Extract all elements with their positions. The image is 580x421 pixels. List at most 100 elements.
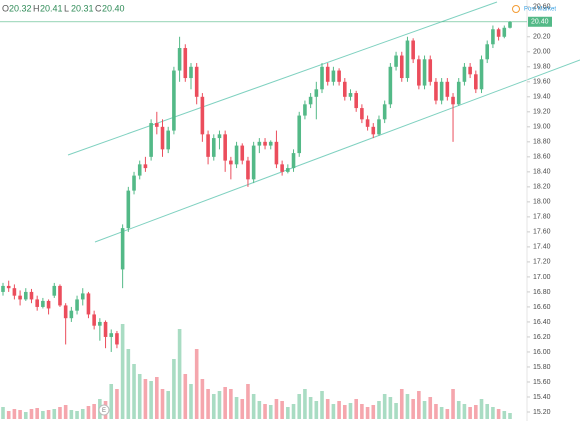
y-tick-label: 19.20 <box>533 109 551 116</box>
candle-body <box>23 291 28 300</box>
volume-bar <box>137 374 142 419</box>
legend-key: O <box>2 3 9 13</box>
volume-bar <box>502 411 507 419</box>
volume-bar <box>263 404 267 419</box>
volume-bar <box>286 407 290 419</box>
candle-body <box>177 48 182 71</box>
candle-body <box>149 123 153 157</box>
volume-bar <box>23 412 28 419</box>
volume-bar <box>1 407 5 419</box>
volume-bar <box>257 401 262 419</box>
legend-value: 20.41 <box>40 3 63 13</box>
earnings-marker: E <box>102 408 106 414</box>
price-tag: 20.40 <box>531 19 549 26</box>
candle-body <box>126 190 131 229</box>
candle-body <box>303 104 307 116</box>
volume-bar <box>268 405 273 419</box>
volume-bar <box>251 394 256 419</box>
candle-body <box>325 66 330 82</box>
volume-bar <box>303 389 307 419</box>
volume-bar <box>86 406 91 419</box>
candle-body <box>314 89 319 97</box>
volume-bar <box>223 387 227 419</box>
volume-bar <box>194 349 199 419</box>
volume-bar <box>479 399 484 419</box>
y-tick-label: 16.80 <box>533 289 551 296</box>
volume-bar <box>143 379 148 419</box>
volume-bar <box>360 404 364 419</box>
y-tick-label: 15.60 <box>533 379 551 386</box>
trend-line-upper <box>67 1 498 156</box>
candle-body <box>103 321 108 337</box>
volume-bar <box>320 391 324 419</box>
candle-body <box>240 145 245 161</box>
y-tick-label: 18.40 <box>533 169 551 176</box>
candle-body <box>508 21 512 28</box>
price-tag-bg <box>528 16 552 27</box>
candle-body <box>6 285 11 289</box>
candle-body <box>189 66 193 79</box>
candle-body <box>166 130 171 150</box>
ohlc-legend: O 20.32 H 20.41 L 20.31 C 20.40 <box>2 3 125 13</box>
volume-bar <box>348 403 353 419</box>
candle-body <box>35 299 39 307</box>
volume-bar <box>428 397 433 419</box>
candle-body <box>120 228 125 270</box>
y-tick-label: 18.80 <box>533 139 551 146</box>
candle-body <box>468 66 472 75</box>
volume-bar <box>41 411 45 419</box>
volume-bar <box>75 411 79 419</box>
candle-body <box>52 285 57 296</box>
volume-bar <box>337 401 341 419</box>
candle-body <box>445 81 450 97</box>
volume-bar <box>377 401 381 419</box>
volume-bar <box>445 409 450 419</box>
candle-body <box>211 138 216 157</box>
volume-bar <box>35 408 39 419</box>
candle-body <box>360 108 364 120</box>
candle-body <box>462 66 467 82</box>
volume-bar <box>12 409 17 419</box>
candle-body <box>183 48 188 79</box>
volume-bar <box>46 410 51 419</box>
earnings-marker-bg <box>98 404 110 416</box>
volume-bar <box>308 397 313 419</box>
volume-bar <box>474 405 478 419</box>
volume-bar <box>155 377 159 419</box>
candle-body <box>377 119 381 135</box>
y-tick-label: 17.80 <box>533 214 551 221</box>
candle-body <box>342 81 347 97</box>
volume-bar <box>451 389 455 419</box>
volume-bar <box>166 391 171 419</box>
volume-bar <box>331 404 336 419</box>
y-tick-label: 17.00 <box>533 274 551 281</box>
candle-body <box>263 141 267 146</box>
candle-body <box>405 40 410 79</box>
volume-bar <box>468 407 472 419</box>
volume-bar <box>456 401 461 419</box>
candle-body <box>160 126 165 150</box>
candle-body <box>257 141 262 146</box>
volume-bar <box>508 413 512 419</box>
candle-body <box>394 55 398 67</box>
volume-bar <box>365 407 370 419</box>
volume-bar <box>417 391 421 419</box>
volume-bar <box>52 409 57 419</box>
candle-body <box>320 66 324 90</box>
volume-bar <box>280 401 284 419</box>
volume-bar <box>206 389 210 419</box>
volume-bar <box>200 379 205 419</box>
candle-body <box>280 164 284 172</box>
volume-bar <box>462 404 467 419</box>
volume-bar <box>382 394 387 419</box>
candle-body <box>439 81 444 101</box>
y-tick-label: 16.40 <box>533 319 551 326</box>
post-market-icon <box>512 5 520 13</box>
volume-bar <box>405 394 410 419</box>
volume-bar <box>297 394 302 419</box>
candle-body <box>98 321 102 326</box>
volume-bar <box>354 399 358 419</box>
candle-body <box>18 295 22 300</box>
candle-body <box>268 141 273 146</box>
candle-body <box>348 93 353 97</box>
